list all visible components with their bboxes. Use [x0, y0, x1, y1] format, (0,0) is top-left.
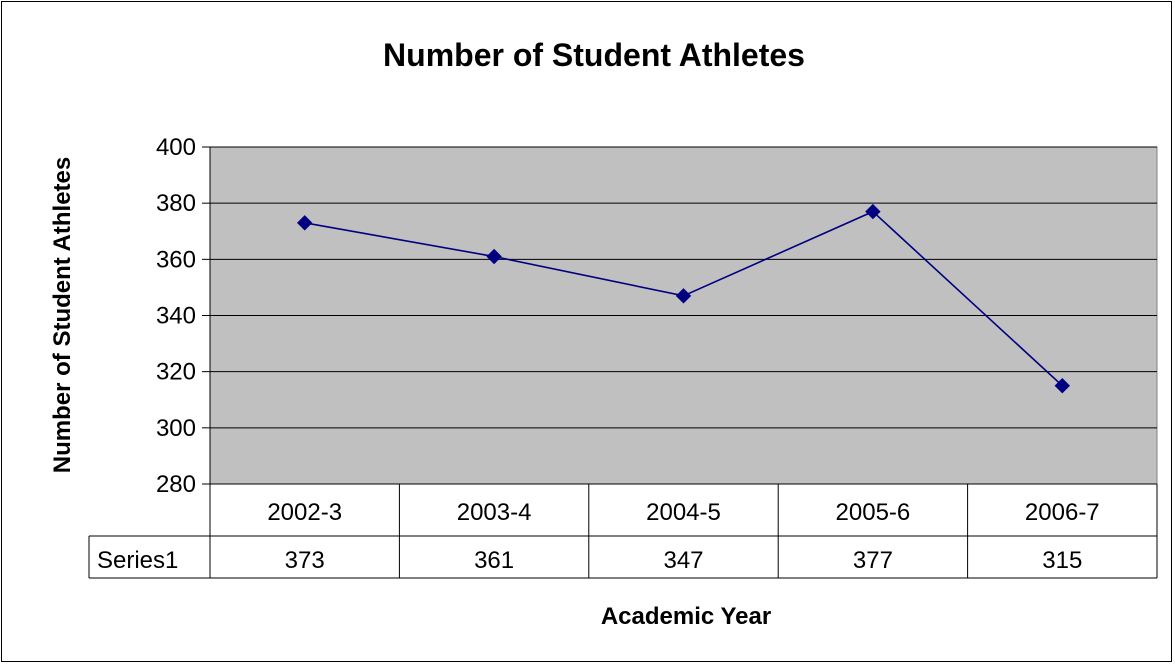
y-tick-label: 300 [156, 415, 196, 442]
y-axis-title: Number of Student Athletes [49, 157, 76, 473]
data-point-marker [865, 203, 881, 220]
y-tick-label: 320 [156, 359, 196, 386]
y-tick-label: 340 [156, 303, 196, 330]
chart-title: Number of Student Athletes [383, 37, 805, 73]
x-axis-title: Academic Year [601, 603, 771, 630]
x-category-label: 2002-3 [267, 499, 342, 526]
data-value-cell: 361 [474, 547, 514, 574]
x-category-label: 2006-7 [1025, 499, 1100, 526]
x-category-label: 2003-4 [457, 499, 532, 526]
y-tick-label: 360 [156, 246, 196, 273]
y-tick-label: 380 [156, 190, 196, 217]
data-point-marker [486, 248, 502, 265]
data-point-marker [675, 288, 692, 304]
data-point-marker [296, 215, 313, 231]
data-value-cell: 315 [1042, 547, 1082, 574]
data-value-cell: 377 [853, 547, 893, 574]
data-value-cell: 347 [663, 547, 703, 574]
series-name-cell: Series1 [97, 547, 178, 574]
data-value-cell: 373 [285, 547, 325, 574]
y-tick-label: 400 [156, 134, 196, 161]
y-tick-label: 280 [156, 471, 196, 498]
data-point-marker [1054, 378, 1071, 394]
x-category-label: 2005-6 [836, 499, 911, 526]
x-category-label: 2004-5 [646, 499, 721, 526]
